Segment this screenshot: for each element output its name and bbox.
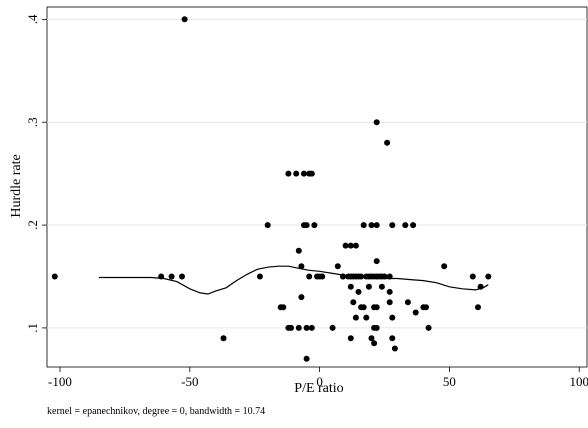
y-tick-label: .1 [25, 323, 40, 333]
data-point [256, 273, 263, 280]
data-point [477, 283, 484, 290]
data-point [298, 294, 305, 301]
data-point [181, 16, 188, 23]
data-point [293, 170, 300, 177]
data-point [365, 283, 372, 290]
data-point [311, 222, 318, 229]
data-point [51, 273, 58, 280]
data-point [301, 170, 307, 177]
data-point [373, 304, 380, 311]
x-tick-label: -50 [181, 374, 198, 389]
data-point [389, 335, 396, 342]
data-point [475, 304, 481, 311]
data-point [381, 273, 388, 280]
axis-layer: .1 .2 .3 .4 -100 -50 0 50 100 [25, 14, 588, 389]
data-point [358, 273, 365, 280]
data-point [373, 119, 380, 126]
data-point [352, 314, 359, 321]
data-point [404, 299, 411, 306]
data-point [264, 222, 271, 229]
data-point [391, 345, 398, 352]
smooth-line [98, 265, 489, 295]
x-tick-label: -100 [48, 374, 72, 389]
data-point [412, 309, 419, 316]
data-point [360, 222, 367, 229]
data-point [308, 324, 315, 331]
data-point [423, 304, 429, 311]
data-point [373, 324, 380, 331]
data-point [334, 263, 341, 270]
data-point [347, 335, 354, 342]
data-point [168, 273, 175, 280]
chart-note: kernel = epanechnikov, degree = 0, bandw… [47, 406, 265, 417]
data-point [389, 314, 396, 321]
data-point [347, 283, 354, 290]
plot-frame [46, 6, 588, 368]
data-point [179, 273, 185, 280]
grid-layer [47, 18, 587, 329]
data-point [285, 170, 292, 177]
data-point [389, 222, 396, 229]
point-layer [51, 16, 492, 362]
y-axis-title: Hurdle rate [9, 154, 24, 217]
data-point [355, 288, 362, 295]
data-point [378, 283, 385, 290]
data-point [288, 324, 294, 331]
data-point [368, 335, 375, 342]
data-point [329, 324, 336, 331]
y-tick-label: .2 [25, 220, 40, 230]
smooth-line-layer [98, 265, 489, 295]
x-tick-label: 100 [569, 374, 588, 389]
x-tick-label: 0 [316, 374, 323, 389]
data-point [386, 273, 393, 280]
data-point [298, 263, 305, 270]
data-point [306, 273, 313, 280]
data-point [158, 273, 165, 280]
x-axis-title: P/E ratio [294, 381, 343, 396]
data-point [363, 314, 370, 321]
data-point [410, 222, 417, 229]
data-point [319, 273, 326, 280]
data-point [360, 304, 367, 311]
data-point [368, 222, 375, 229]
data-point [303, 222, 310, 229]
data-point [386, 288, 393, 295]
data-point [373, 258, 380, 265]
data-point [425, 324, 432, 331]
y-tick-label: .4 [25, 14, 40, 24]
x-tick-label: 50 [443, 374, 456, 389]
data-point [308, 170, 315, 177]
data-point [373, 222, 380, 229]
data-point [280, 304, 287, 311]
data-point [371, 340, 378, 347]
data-point [303, 324, 310, 331]
data-point [485, 273, 492, 280]
data-point [220, 335, 227, 342]
data-point [469, 273, 476, 280]
data-point [295, 324, 302, 331]
data-point [402, 222, 409, 229]
data-point [303, 355, 310, 362]
data-point [441, 263, 448, 270]
data-point [347, 242, 354, 249]
data-point [340, 273, 346, 280]
data-point [352, 242, 359, 249]
y-tick-label: .3 [25, 117, 40, 127]
data-point [350, 299, 357, 306]
data-point [342, 242, 349, 249]
data-point [386, 299, 393, 306]
data-point [384, 139, 391, 146]
data-point [295, 247, 302, 254]
